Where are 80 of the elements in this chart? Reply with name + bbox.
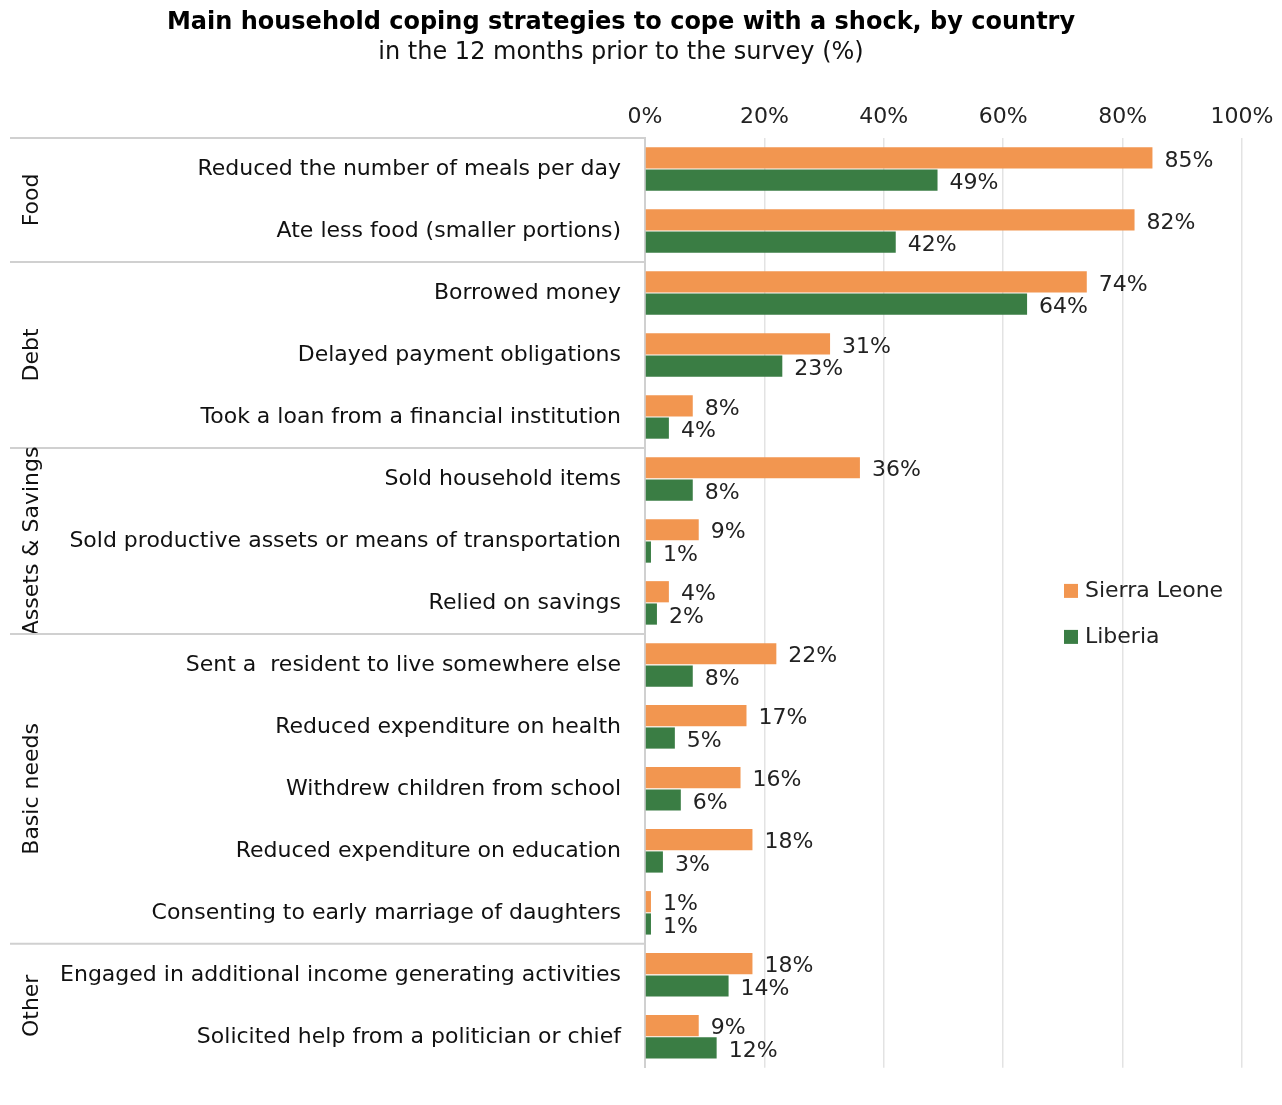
y-tick-label: Relied on savings [428, 588, 621, 614]
bar [645, 603, 657, 625]
bar [645, 727, 675, 749]
bar [645, 1037, 717, 1059]
legend-label: Liberia [1085, 622, 1160, 648]
data-label: 74% [1098, 270, 1148, 296]
y-tick-label: Reduced the number of meals per day [197, 154, 621, 180]
y-tick-label: Borrowed money [433, 278, 621, 304]
bar [645, 147, 1153, 169]
bar [645, 829, 753, 851]
x-tick-label: 60% [978, 102, 1028, 128]
chart-subtitle: in the 12 months prior to the survey (%) [378, 37, 864, 66]
bar [645, 705, 747, 727]
data-label: 1% [662, 540, 698, 566]
data-label: 31% [842, 332, 891, 358]
data-label: 49% [949, 168, 999, 194]
x-tick-label: 0% [627, 102, 663, 128]
bar [645, 519, 699, 541]
y-tick-label: Solicited help from a politician or chief [196, 1022, 623, 1048]
data-label: 9% [710, 518, 746, 544]
bar [645, 913, 651, 935]
bar [645, 767, 741, 789]
bar [645, 1015, 699, 1037]
text: Basic needs [17, 723, 43, 855]
bar [645, 209, 1135, 231]
bar [645, 643, 777, 665]
bar [645, 293, 1028, 315]
data-label: 3% [674, 850, 710, 876]
chart-title: Main household coping strategies to cope with a shock, by country [166, 6, 1076, 35]
y-tick-label: Ate less food (smaller portions) [276, 216, 621, 242]
data-label: 16% [752, 766, 802, 792]
y-tick-label: Sold household items [384, 464, 621, 490]
bar [645, 851, 663, 873]
bar [645, 271, 1087, 293]
x-tick-label: 40% [859, 102, 909, 128]
y-tick-label: Consenting to early marriage of daughters [151, 898, 621, 924]
bar [645, 975, 729, 997]
bar [645, 457, 860, 479]
bar [645, 355, 783, 377]
y-tick-label: Reduced expenditure on health [275, 712, 621, 738]
data-label: 8% [704, 664, 740, 690]
text: Food [17, 173, 43, 227]
data-label: 36% [871, 456, 921, 482]
y-tick-label: Withdrew children from school [286, 774, 621, 800]
data-label: 8% [704, 478, 740, 504]
text: Assets & Savings [17, 446, 43, 636]
x-tick-label: 20% [739, 102, 789, 128]
bar [645, 541, 651, 563]
bar [645, 665, 693, 687]
bar [645, 333, 831, 355]
data-label: 82% [1146, 208, 1196, 234]
y-tick-label: Took a loan from a financial institution [199, 402, 621, 428]
text: Other [17, 973, 43, 1038]
y-tick-label: Engaged in additional income generating activities [60, 960, 621, 986]
data-label: 64% [1039, 292, 1088, 318]
bar [645, 891, 651, 913]
data-label: 42% [907, 230, 957, 256]
data-label: 22% [788, 642, 838, 668]
bar [645, 479, 693, 501]
data-label: 23% [794, 354, 844, 380]
y-tick-label: Reduced expenditure on education [235, 836, 621, 862]
bar [645, 417, 669, 439]
bar [645, 395, 693, 417]
legend-label: Sierra Leone [1085, 576, 1224, 602]
y-tick-label: Sent a resident to live somewhere else [185, 650, 621, 676]
y-tick-label: Delayed payment obligations [297, 340, 621, 366]
x-tick-label: 80% [1098, 102, 1148, 128]
bar [645, 581, 669, 603]
data-label: 85% [1164, 146, 1214, 172]
bar [645, 231, 896, 253]
text: Debt [17, 328, 43, 382]
x-tick-label: 100% [1210, 102, 1274, 128]
bar [645, 953, 753, 975]
bar [645, 169, 938, 191]
data-label: 5% [686, 726, 722, 752]
y-tick-label: Sold productive assets or means of transportation [69, 526, 621, 552]
bar [645, 789, 681, 811]
data-label: 18% [764, 828, 814, 854]
data-label: 6% [692, 788, 728, 814]
data-label: 17% [758, 704, 808, 730]
